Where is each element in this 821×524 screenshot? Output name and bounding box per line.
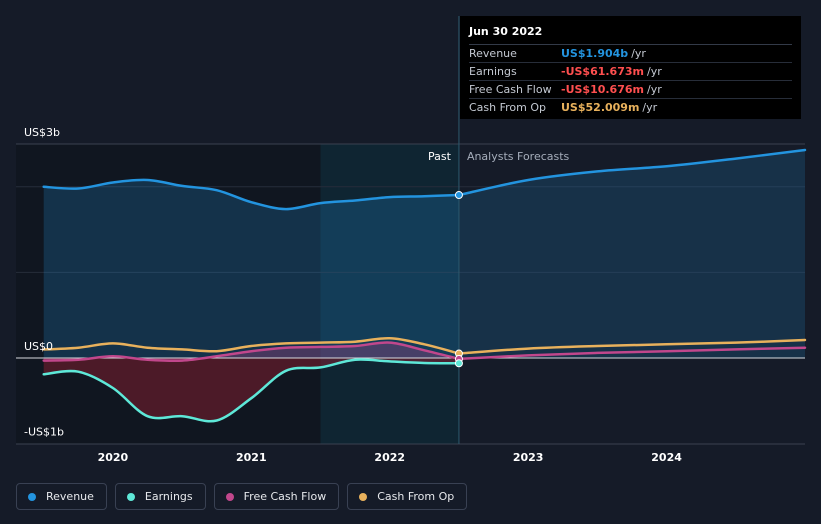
- highlight-region-background: [320, 144, 459, 444]
- tooltip-label: Free Cash Flow: [469, 83, 552, 96]
- tooltip-row-cash-from-op: Cash From Op US$52.009m /yr: [469, 99, 792, 116]
- legend-dot-icon: [126, 492, 135, 501]
- revenue-forecast-line: [457, 148, 807, 197]
- tooltip-unit: /yr: [631, 47, 646, 60]
- tooltip-row-earnings: Earnings -US$61.673m /yr: [469, 63, 792, 81]
- free-cash-flow-forecast-line: [457, 346, 807, 361]
- tooltip-row-revenue: Revenue US$1.904b /yr: [469, 45, 792, 63]
- legend-item-earnings[interactable]: Earnings: [114, 483, 206, 510]
- revenue-forecast-area: [458, 150, 805, 358]
- tooltip-value: -US$61.673m: [561, 65, 644, 78]
- tooltip-row-free-cash-flow: Free Cash Flow -US$10.676m /yr: [469, 81, 792, 99]
- tooltip-value: US$1.904b: [561, 47, 629, 60]
- x-tick-label: 2022: [374, 451, 405, 464]
- tooltip-value: US$52.009m: [561, 101, 640, 114]
- y-axis-label: -US$1b: [24, 426, 64, 439]
- x-tick-label: 2023: [513, 451, 544, 464]
- forecast-label: Analysts Forecasts: [467, 150, 570, 163]
- x-tick-label: 2021: [236, 451, 267, 464]
- revenue-line: [42, 178, 461, 211]
- legend-dot-icon: [28, 492, 36, 501]
- legend-item-revenue[interactable]: Revenue: [16, 483, 107, 510]
- earnings-line: [42, 358, 461, 423]
- tooltip-label: Cash From Op: [469, 101, 547, 114]
- tooltip-unit: /yr: [642, 101, 658, 114]
- x-tick-label: 2020: [98, 451, 129, 464]
- legend-label: Earnings: [144, 490, 193, 503]
- tooltip: Jun 30 2022 Revenue US$1.904b /yr Earnin…: [460, 16, 801, 119]
- tooltip-date: Jun 30 2022: [469, 24, 792, 45]
- legend-label: Free Cash Flow: [243, 490, 327, 503]
- y-axis-label: US$0: [24, 340, 53, 353]
- free-cash-flow-line: [42, 341, 461, 363]
- past-region-background: [16, 144, 321, 444]
- legend-dot-icon: [225, 492, 234, 501]
- earnings-area: [43, 358, 459, 422]
- revenue-marker: [454, 191, 463, 200]
- x-tick-label: 2024: [651, 451, 682, 464]
- tooltip-unit: /yr: [646, 65, 662, 78]
- legend-item-cash-from-op[interactable]: Cash From Op: [347, 483, 468, 510]
- y-axis-label: US$3b: [24, 126, 60, 139]
- legend-label: Cash From Op: [377, 490, 455, 503]
- tooltip-unit: /yr: [646, 83, 662, 96]
- cash-from-op-line: [42, 337, 461, 355]
- legend: Revenue Earnings Free Cash Flow Cash Fro…: [16, 483, 468, 510]
- cash-from-op-forecast-line: [457, 338, 807, 355]
- past-label: Past: [428, 150, 452, 163]
- tooltip-label: Earnings: [469, 65, 517, 78]
- earnings-marker: [454, 359, 463, 368]
- tooltip-label: Revenue: [469, 47, 517, 60]
- legend-item-free-cash-flow[interactable]: Free Cash Flow: [213, 483, 340, 510]
- legend-dot-icon: [359, 492, 368, 501]
- tooltip-value: -US$10.676m: [561, 83, 644, 96]
- revenue-area: [43, 179, 459, 358]
- legend-label: Revenue: [46, 490, 94, 503]
